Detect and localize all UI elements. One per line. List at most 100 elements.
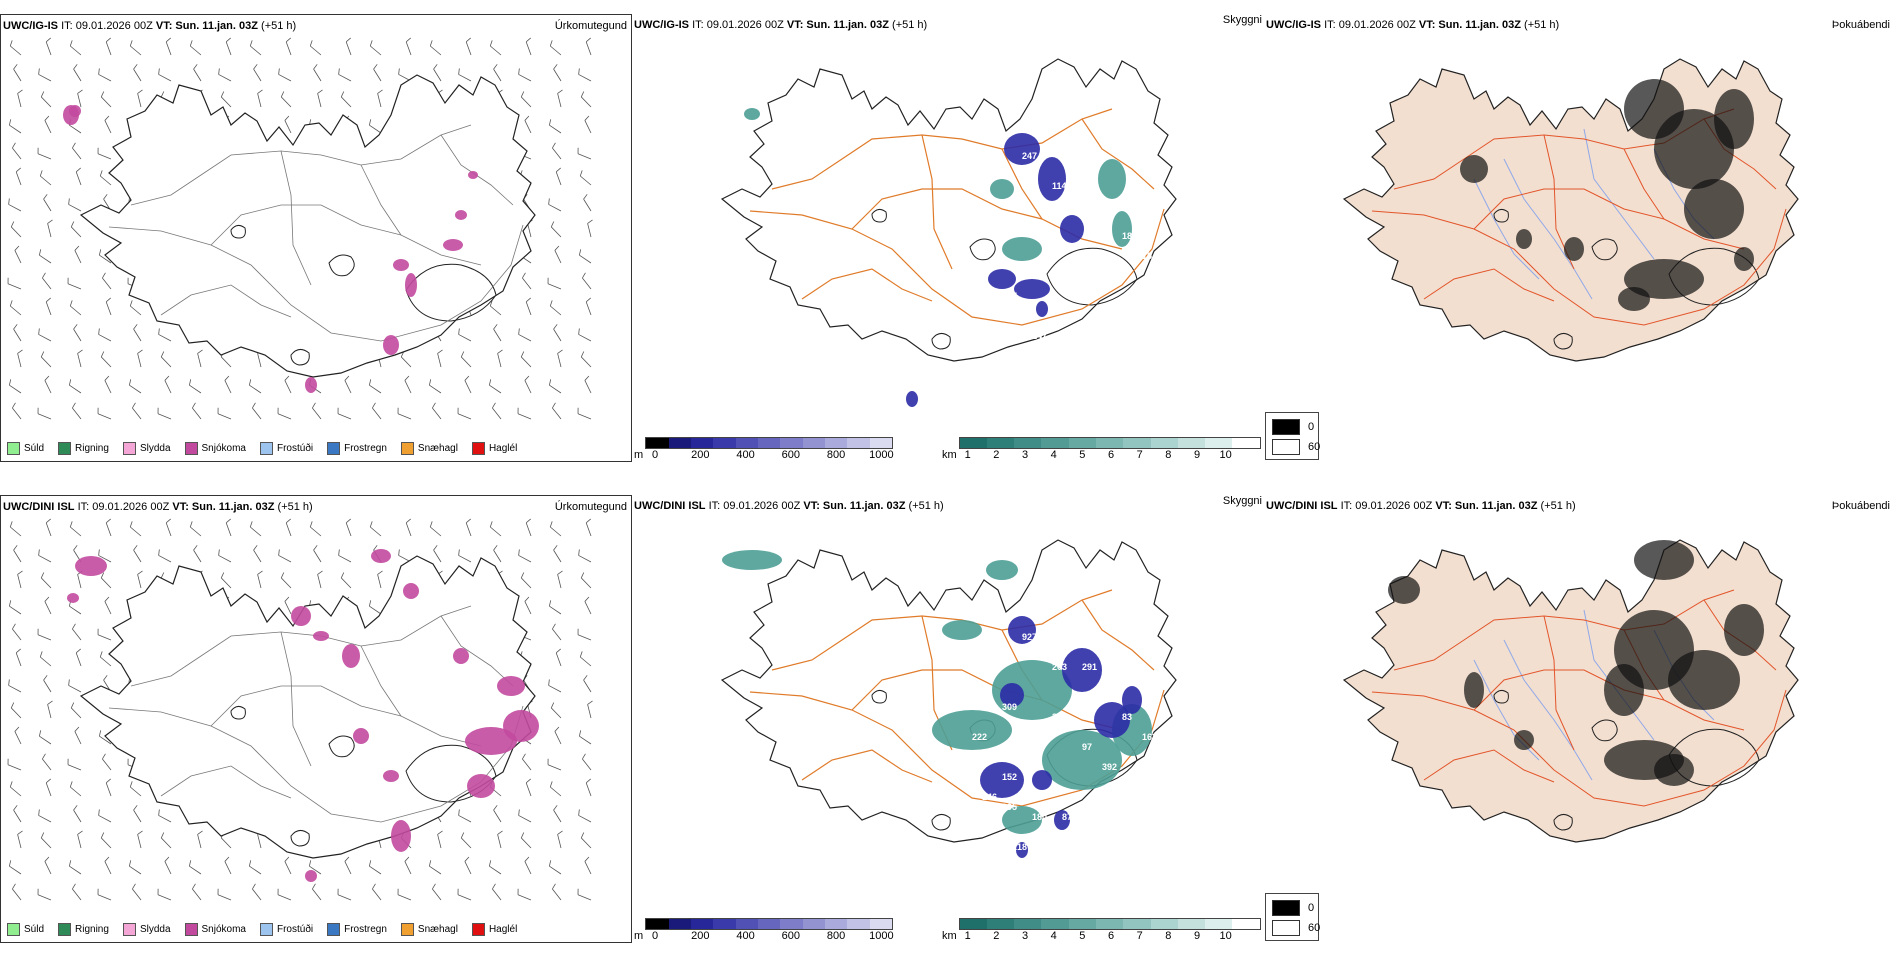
colorbar-tick: 600 xyxy=(782,930,800,942)
ceiling-label: 152 xyxy=(1002,772,1017,782)
precip-area xyxy=(371,549,391,563)
precip-area xyxy=(67,593,79,603)
precip-area xyxy=(453,648,469,664)
legend-swatch xyxy=(185,923,198,936)
legend-swatch xyxy=(260,442,273,455)
ceiling-label: 97 xyxy=(1082,742,1092,752)
fog-legend-label: 0 xyxy=(1308,421,1314,433)
precip-area xyxy=(1060,215,1084,243)
legend-label: Rigning xyxy=(75,443,109,454)
precip-area xyxy=(403,583,419,599)
precip-area xyxy=(443,239,463,251)
fog-legend-swatch xyxy=(1272,419,1300,435)
colorbar-tick: 200 xyxy=(691,930,709,942)
colorbar-tick: 9 xyxy=(1194,930,1200,942)
legend-label: Frostúði xyxy=(277,443,313,454)
colorbar-unit: km xyxy=(942,449,957,461)
colorbar-step xyxy=(960,919,987,929)
ceiling-label: 83 xyxy=(1122,712,1132,722)
fog-panel-2: UWC/DINI ISL IT: 09.01.2026 00Z VT: Sun.… xyxy=(1264,495,1900,955)
iceland-outline xyxy=(722,59,1176,361)
precip-area xyxy=(1098,159,1126,199)
legend-label: Snjókoma xyxy=(202,924,246,935)
colorbar-tick: 4 xyxy=(1051,930,1057,942)
fog-area xyxy=(1618,287,1650,311)
precip-legend-item: Slydda xyxy=(123,442,171,455)
legend-label: Frostúði xyxy=(277,924,313,935)
colorbar-step xyxy=(646,438,668,448)
ceiling-label: 15 xyxy=(1142,251,1152,261)
colorbar-tick: 6 xyxy=(1108,449,1114,461)
precip-area xyxy=(1032,770,1052,790)
fog-legend-row: 0 xyxy=(1272,419,1314,435)
legend-label: Slydda xyxy=(140,443,171,454)
colorbar-step xyxy=(803,919,825,929)
colorbar-step xyxy=(960,438,987,448)
colorbar-tick: 400 xyxy=(736,930,754,942)
colorbar-tick: 5 xyxy=(1079,449,1085,461)
legend-label: Súld xyxy=(24,443,44,454)
precip-legend-item: Súld xyxy=(7,442,44,455)
colorbar-step xyxy=(1069,438,1096,448)
colorbar-unit: m xyxy=(634,449,643,461)
colorbar-step xyxy=(669,438,691,448)
precip-legend-item: Slydda xyxy=(123,923,171,936)
colorbar-tick: 0 xyxy=(652,449,658,461)
precip-map xyxy=(1,496,633,944)
precip-area xyxy=(906,391,918,407)
colorbar-tick: 1000 xyxy=(869,930,893,942)
ceiling-label: 927 xyxy=(1022,632,1037,642)
precip-area xyxy=(383,770,399,782)
fog-legend-row: 0 xyxy=(1272,900,1314,916)
colorbar-unit: km xyxy=(942,930,957,942)
legend-swatch xyxy=(472,442,485,455)
colorbar-step xyxy=(1151,438,1178,448)
colorbar-tick: 5 xyxy=(1079,930,1085,942)
colorbar-step xyxy=(1123,919,1150,929)
fog-legend-label: 0 xyxy=(1308,902,1314,914)
ceiling-label: 147 xyxy=(1032,331,1047,341)
ceiling-label: 380 xyxy=(1052,712,1067,722)
precip-legend-item: Frostúði xyxy=(260,442,313,455)
colorbar-tick: 7 xyxy=(1137,930,1143,942)
fog-area xyxy=(1464,672,1484,708)
ceiling-label: 195 xyxy=(1002,802,1017,812)
colorbar-step xyxy=(847,919,869,929)
cloud-panel-1: UWC/IG-IS IT: 09.01.2026 00Z VT: Sun. 11… xyxy=(632,14,1264,474)
colorbar-step xyxy=(1232,919,1259,929)
precip-legend-item: Haglél xyxy=(472,442,517,455)
colorbar-step xyxy=(1205,438,1232,448)
colorbar-tick: 4 xyxy=(1051,449,1057,461)
fog-area xyxy=(1514,730,1534,750)
legend-swatch xyxy=(58,442,71,455)
legend-label: Frostregn xyxy=(344,443,387,454)
colorbar-step xyxy=(736,438,758,448)
legend-swatch xyxy=(401,923,414,936)
colorbar-tick: 8 xyxy=(1165,449,1171,461)
colorbar-tick: 800 xyxy=(827,449,845,461)
precip-area xyxy=(497,676,525,696)
ceiling-label: 18 xyxy=(1122,231,1132,241)
precip-area xyxy=(467,774,495,798)
precip-area xyxy=(468,171,478,179)
colorbar-step xyxy=(870,438,892,448)
precip-area xyxy=(393,259,409,271)
colorbar-step xyxy=(825,438,847,448)
ceiling-label: 182 xyxy=(1052,832,1067,842)
precip-area xyxy=(383,335,399,355)
colorbar-tick: 200 xyxy=(691,449,709,461)
precip-area xyxy=(342,644,360,668)
colorbar-step xyxy=(1178,438,1205,448)
ceiling-label: 146 xyxy=(982,792,997,802)
colorbar-step xyxy=(987,438,1014,448)
colorbar-tick: 800 xyxy=(827,930,845,942)
colorbar-tick: 600 xyxy=(782,449,800,461)
fog-area xyxy=(1634,540,1694,580)
legend-swatch xyxy=(123,923,136,936)
colorbar-step xyxy=(691,438,713,448)
legend-label: Frostregn xyxy=(344,924,387,935)
fog-panel-1: UWC/IG-IS IT: 09.01.2026 00Z VT: Sun. 11… xyxy=(1264,14,1900,474)
